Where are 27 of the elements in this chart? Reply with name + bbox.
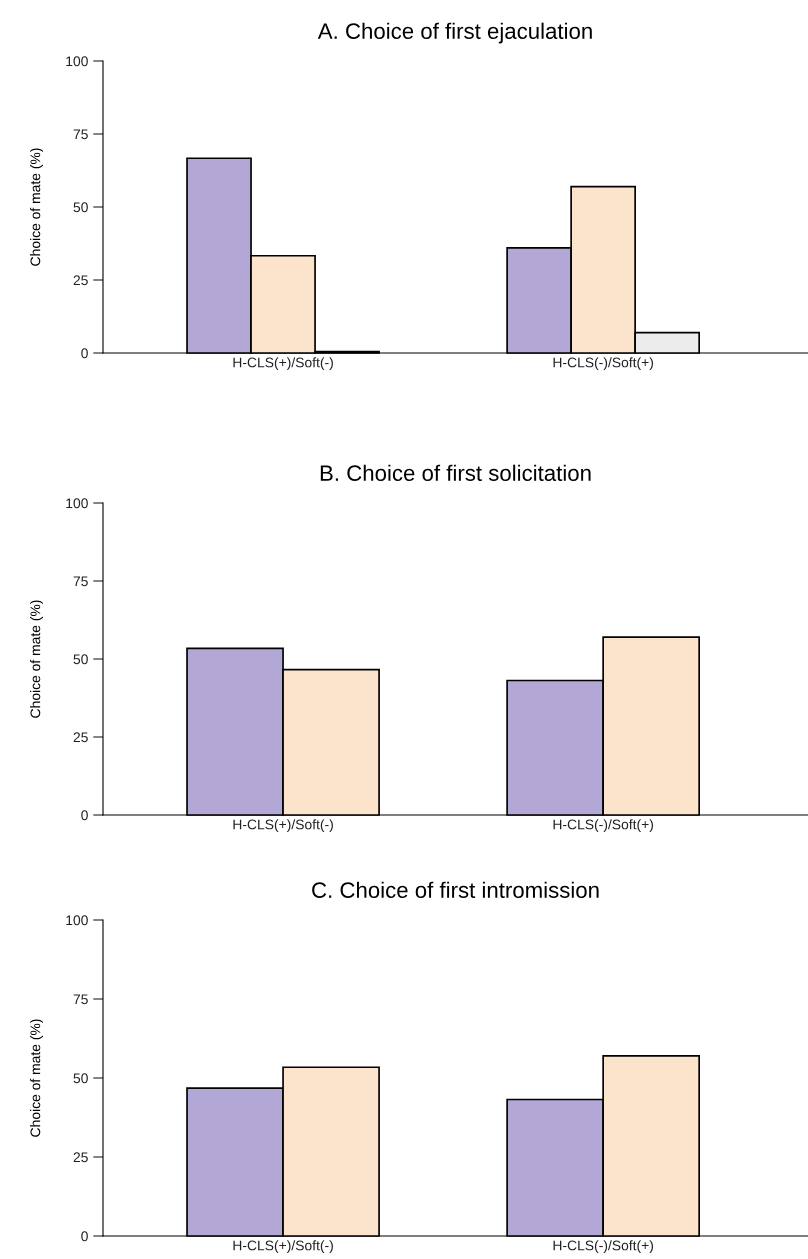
chart-title: C. Choice of first intromission (312, 881, 599, 898)
y-axis-title: Choice of mate (%) (30, 148, 44, 266)
x-tick-label: H-CLS(-)/Soft(+) (553, 1240, 654, 1254)
x-tick-label: H-CLS(-)/Soft(+) (553, 819, 654, 833)
x-tick-label: H-CLS(-)/Soft(+) (553, 357, 654, 371)
y-tick-label: 25 (73, 275, 88, 286)
y-tick-label: 25 (73, 732, 88, 743)
y-tick-label: 75 (73, 994, 88, 1005)
chart-title: A. Choice of first ejaculation (317, 22, 592, 44)
y-tick-label: 100 (66, 56, 88, 67)
y-tick-label: 0 (81, 348, 88, 359)
y-tick-label: 50 (73, 654, 88, 665)
y-tick-label: 50 (73, 1073, 88, 1084)
y-axis-title: Choice of mate (%) (30, 600, 44, 718)
y-tick-label: 75 (73, 129, 88, 140)
y-tick-label: 0 (81, 810, 88, 821)
y-axis-title: Choice of mate (%) (30, 1019, 44, 1137)
x-tick-label: H-CLS(+)/Soft(-) (233, 819, 333, 833)
y-tick-label: 25 (73, 1152, 88, 1163)
y-tick-label: 0 (81, 1231, 88, 1242)
x-tick-label: H-CLS(+)/Soft(-) (233, 357, 333, 371)
y-tick-label: 100 (66, 915, 88, 926)
y-tick-label: 75 (73, 576, 88, 587)
chart-title: B. Choice of first solicitation (320, 464, 591, 481)
y-tick-label: 50 (73, 202, 88, 213)
x-tick-label: H-CLS(+)/Soft(-) (233, 1240, 333, 1254)
y-tick-label: 100 (66, 498, 88, 509)
